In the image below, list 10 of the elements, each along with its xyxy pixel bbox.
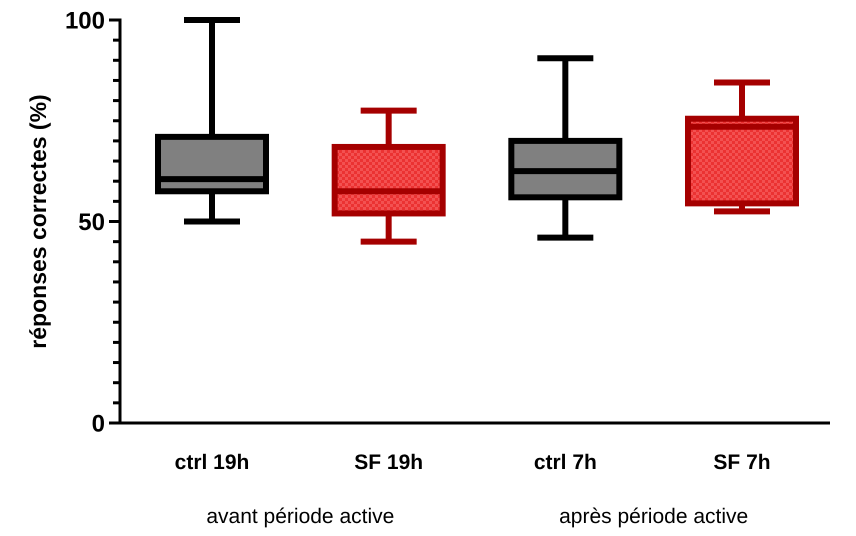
x-tick-label: SF 19h — [354, 451, 424, 474]
text: après période active — [559, 505, 748, 528]
text: avant période active — [206, 505, 394, 528]
y-axis-title: réponses correctes (%) — [25, 94, 51, 349]
y-tick-label: 100 — [64, 7, 105, 34]
y-tick-label: 50 — [78, 208, 105, 236]
y-tick-label: 0 — [92, 410, 105, 438]
x-tick-label: ctrl 7h — [534, 451, 597, 474]
x-tick-label: SF 7h — [713, 451, 771, 474]
x-tick-label: ctrl 19h — [174, 451, 250, 474]
